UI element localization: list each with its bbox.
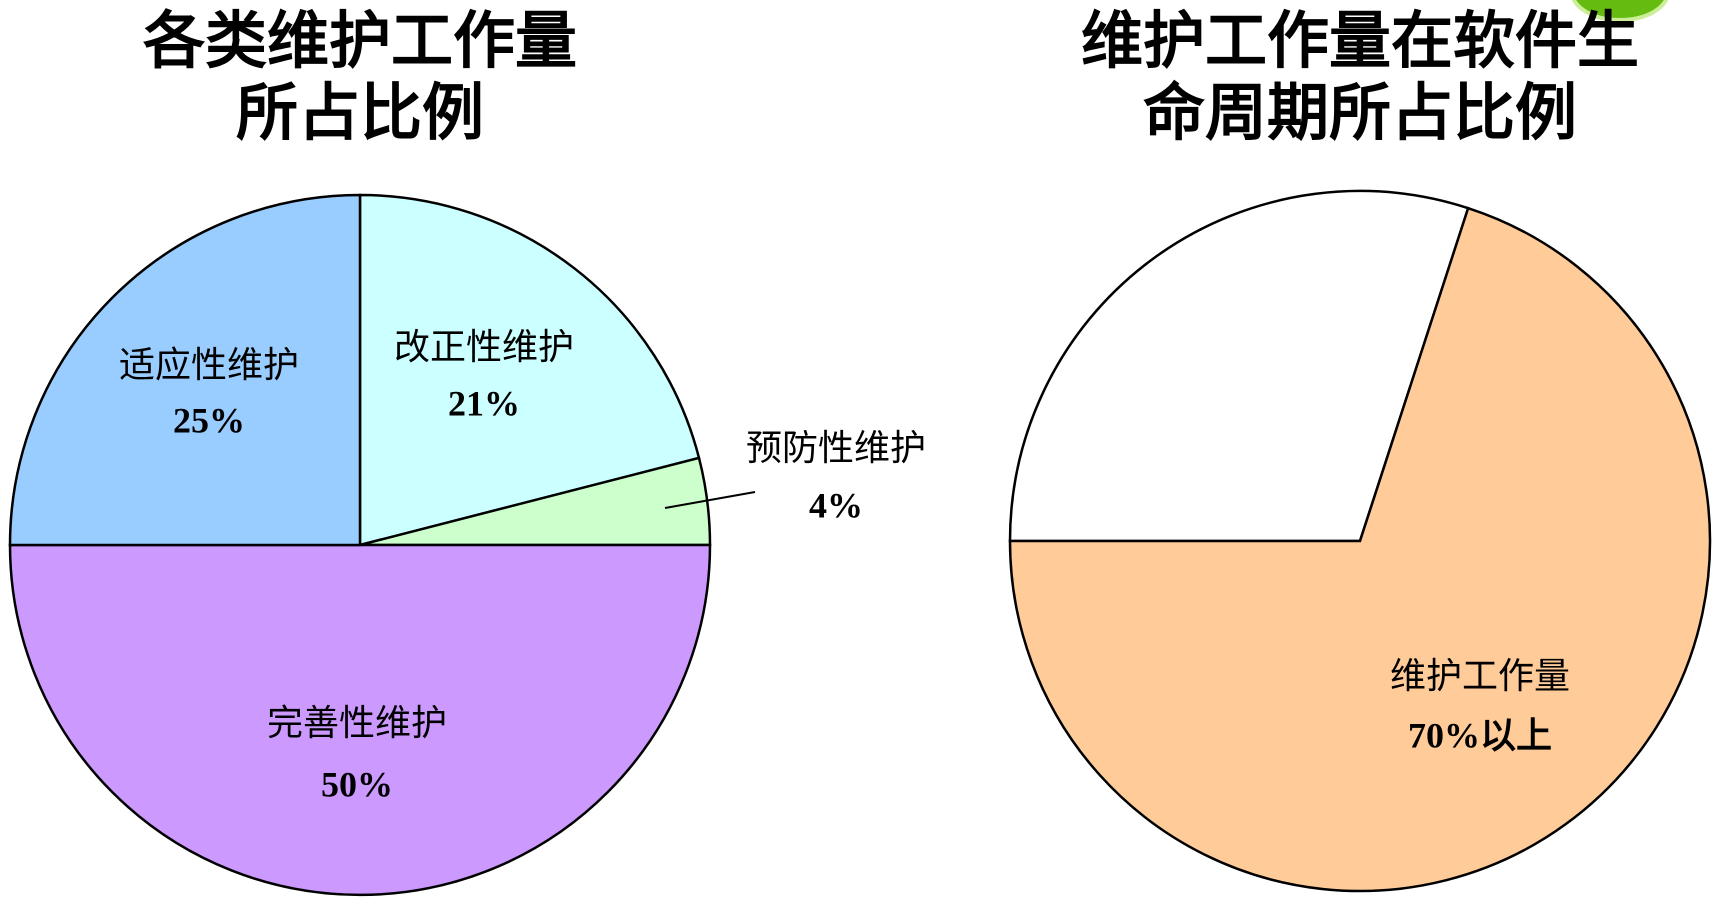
chart-title: 命周期所占比例	[1143, 76, 1577, 149]
chart-title: 所占比例	[236, 76, 484, 149]
slice-label: 维护工作量	[1390, 656, 1570, 697]
slice-label: 改正性维护	[394, 327, 574, 368]
pie-slice	[8, 543, 712, 897]
slice-label: 适应性维护	[119, 345, 299, 386]
slice-label: 预防性维护	[746, 428, 926, 469]
value-label: 4%	[809, 485, 863, 525]
pie-slice	[1008, 206, 1712, 893]
value-label: 50%	[321, 764, 393, 804]
pie-slice	[358, 193, 701, 547]
decoration	[1571, 0, 1669, 22]
pie-slice	[1008, 189, 1470, 543]
pie-slice	[8, 193, 362, 547]
value-label: 21%	[448, 383, 520, 423]
chart-title: 维护工作量在软件生	[1081, 4, 1639, 77]
leader-line	[664, 491, 756, 509]
slice-label: 完善性维护	[267, 703, 447, 744]
value-label: 25%	[173, 400, 245, 440]
value-label: 70%以上	[1408, 715, 1552, 755]
chart-title: 各类维护工作量	[143, 4, 577, 77]
